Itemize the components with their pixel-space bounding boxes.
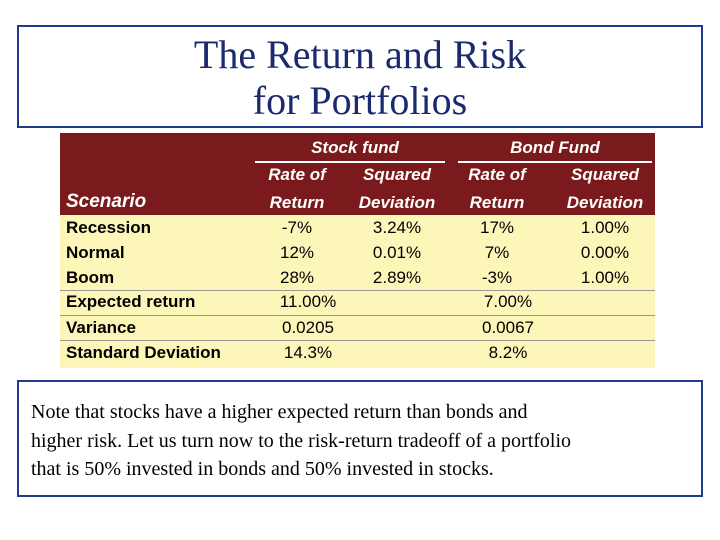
table-cell: 0.01%	[372, 243, 422, 262]
table-cell: 2.89%	[372, 268, 422, 287]
row-label: Variance	[66, 317, 136, 337]
table-cell: 0.0067	[482, 317, 534, 337]
column-header: Rate of	[268, 165, 326, 184]
table-cell: 3.24%	[372, 218, 422, 237]
group-header: Bond Fund	[510, 138, 600, 157]
row-label: Expected return	[66, 292, 196, 311]
row-separator	[60, 290, 655, 291]
column-header: Rate of	[468, 165, 526, 184]
table-cell: 12%	[279, 243, 315, 262]
row-label: Recession	[66, 218, 152, 237]
row-label: Standard Deviation	[66, 343, 221, 362]
table-header	[60, 133, 655, 215]
column-header: Deviation	[358, 193, 436, 212]
table-cell: 1.00%	[580, 268, 630, 287]
table: Stock fund Bond Fund Rate of Squared Rate of…	[60, 133, 655, 368]
note-line: Note that stocks have a higher expected …	[31, 401, 528, 423]
group-underline	[255, 161, 445, 163]
title-line: The Return and Risk	[193, 32, 527, 77]
table-cell: 11.00%	[279, 292, 337, 311]
row-label: Normal	[66, 243, 125, 262]
column-header: Squared	[362, 165, 432, 184]
table-cell: 7%	[484, 243, 510, 262]
table-cell: 14.3%	[283, 343, 333, 362]
note-line: higher risk. Let us turn now to the risk…	[31, 430, 572, 452]
note-box: Note that stocks have a higher expected …	[17, 380, 703, 497]
group-header: Stock fund	[311, 138, 399, 157]
table-cell: 17%	[479, 218, 515, 237]
group-underline	[458, 161, 652, 163]
table-cell: -7%	[281, 218, 313, 237]
title-line: for Portfolios	[252, 78, 468, 123]
row-separator	[60, 340, 655, 341]
title-box: The Return and Risk for Portfolios	[17, 25, 703, 128]
table-cell: 8.2%	[488, 343, 528, 362]
table-cell: 1.00%	[580, 218, 630, 237]
table-cell: 0.0205	[282, 317, 334, 337]
note-line: that is 50% invested in bonds and 50% in…	[31, 458, 494, 480]
column-header: Deviation	[566, 193, 644, 212]
table-cell: -3%	[481, 268, 513, 287]
column-header: Return	[469, 193, 525, 212]
row-label: Boom	[66, 268, 115, 287]
column-header: Return	[269, 193, 325, 212]
table-cell: 28%	[279, 268, 315, 287]
column-header: Scenario	[66, 191, 147, 212]
column-header: Squared	[570, 165, 640, 184]
table-cell: 0.00%	[580, 243, 630, 262]
table-cell: 7.00%	[483, 292, 533, 311]
row-separator	[60, 315, 655, 316]
